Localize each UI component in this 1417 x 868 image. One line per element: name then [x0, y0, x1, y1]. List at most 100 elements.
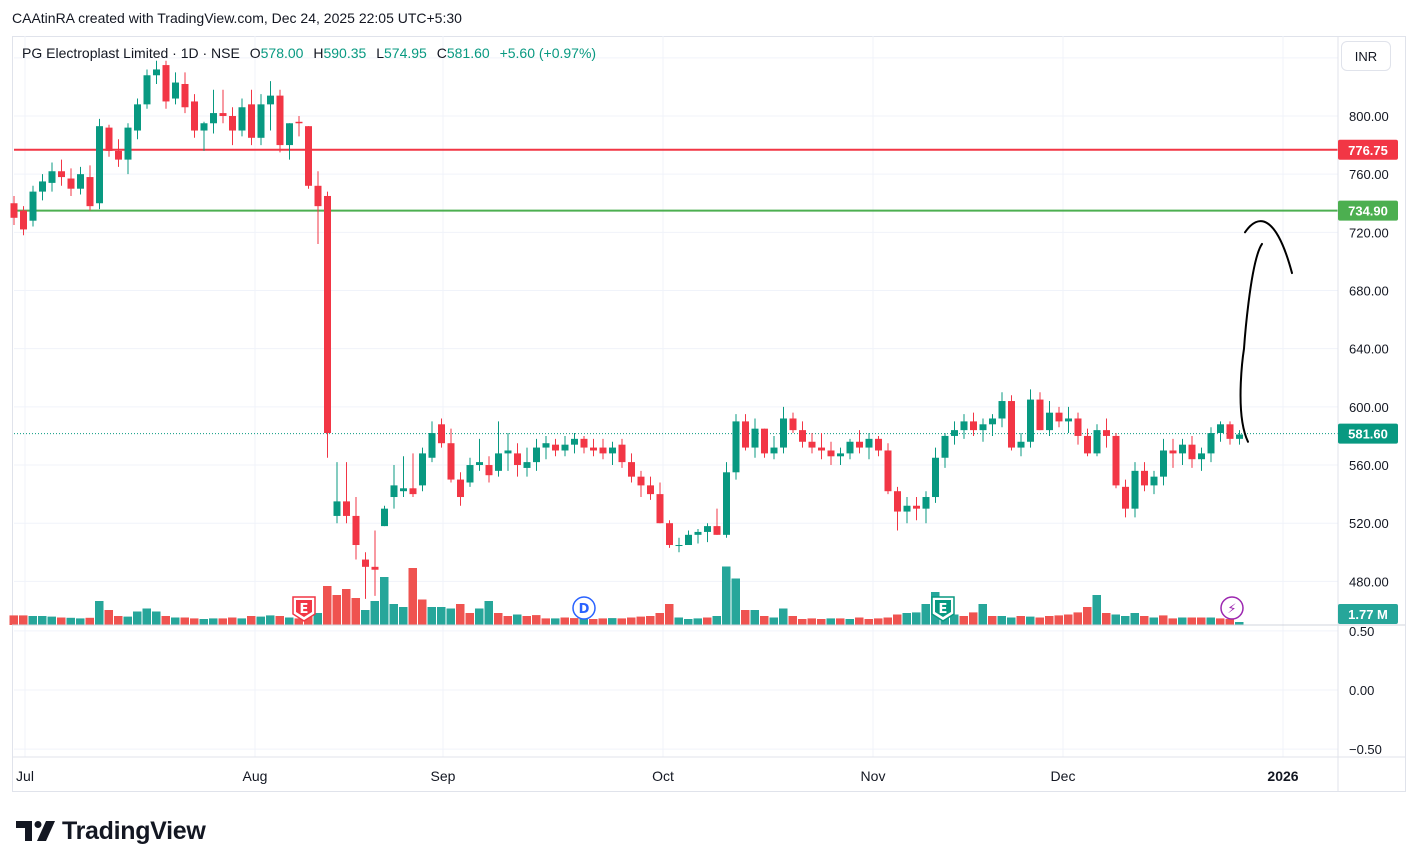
volume-bar — [788, 616, 797, 625]
volume-bar — [551, 618, 560, 625]
candle-body — [248, 104, 255, 138]
candle — [865, 433, 873, 460]
symbol-title[interactable]: PG Electroplast Limited · 1D · NSE — [22, 45, 240, 61]
candle — [10, 195, 18, 226]
volume-bar — [893, 614, 902, 625]
volume-bar — [959, 616, 968, 625]
candle-body — [1055, 412, 1063, 422]
candle-body — [362, 559, 369, 567]
candle-body — [761, 428, 768, 454]
candle — [1055, 406, 1063, 428]
candle-body — [884, 450, 892, 492]
volume-bar — [1225, 619, 1234, 625]
candle — [514, 443, 521, 477]
candle-body — [115, 150, 122, 160]
volume-bar — [399, 607, 408, 625]
candle-body — [571, 438, 578, 445]
volume-bar — [589, 619, 598, 625]
volume-bar — [123, 616, 132, 625]
candle-body — [305, 126, 312, 186]
candle — [1169, 438, 1177, 468]
earnings-event-icon[interactable]: E — [292, 596, 316, 622]
candle-body — [1112, 435, 1120, 486]
candle — [1017, 433, 1025, 457]
candle — [1046, 401, 1053, 436]
drawn-projection-arc — [1239, 220, 1293, 443]
candle — [523, 447, 531, 477]
candle — [314, 171, 322, 244]
volume-bar — [712, 616, 721, 625]
tradingview-logo[interactable]: TradingView — [16, 817, 206, 845]
candle — [286, 123, 293, 160]
volume-bar — [769, 617, 778, 625]
candle-body — [390, 485, 398, 498]
earnings-event-icon[interactable]: E — [931, 596, 955, 622]
volume-label: 1.77 M — [1348, 607, 1388, 622]
volume-bar — [864, 619, 873, 625]
currency-button[interactable]: INR — [1341, 41, 1391, 71]
price-tick-label: 680.00 — [1349, 284, 1389, 299]
candle — [200, 121, 208, 151]
volume-bar — [1026, 616, 1035, 625]
time-tick-label: 2026 — [1267, 768, 1298, 784]
volume-bar — [408, 568, 417, 625]
time-tick-label: Dec — [1051, 768, 1076, 784]
dividend-event-icon[interactable]: D — [572, 596, 596, 620]
candle — [1236, 430, 1243, 445]
candle — [960, 414, 968, 439]
volume-bar — [47, 616, 56, 625]
volume-bar — [66, 617, 75, 625]
volume-bar — [513, 614, 522, 625]
candle-body — [1093, 430, 1101, 454]
candle — [191, 94, 198, 138]
candle-body — [105, 127, 113, 151]
candle-body — [409, 488, 417, 495]
volume-bar — [1073, 612, 1082, 625]
candle — [153, 60, 160, 84]
candle-body — [599, 447, 607, 454]
candle — [1093, 424, 1101, 457]
indicator-tick-label: 0.50 — [1349, 624, 1374, 639]
volume-bar — [199, 619, 208, 625]
open-value: 578.00 — [260, 45, 304, 61]
volume-bar — [684, 619, 693, 625]
candle-body — [704, 526, 711, 532]
candle — [238, 98, 246, 137]
candle — [162, 60, 170, 109]
candle — [20, 206, 27, 236]
candle-body — [257, 104, 265, 138]
candle — [799, 421, 806, 448]
last-price-tag — [1338, 423, 1398, 444]
volume-bar — [1140, 616, 1149, 625]
candle — [48, 162, 56, 192]
volume-bar — [750, 610, 759, 625]
volume-bar — [579, 619, 588, 625]
volume-bar — [256, 616, 265, 625]
candle — [495, 421, 502, 477]
volume-bar — [446, 608, 455, 625]
candle — [1207, 427, 1215, 463]
volume-bar — [171, 617, 180, 625]
candle — [723, 462, 730, 538]
volume-bar — [817, 619, 826, 625]
volume-bar — [627, 617, 636, 625]
volume-bar — [1016, 616, 1025, 625]
volume-bar — [779, 608, 788, 625]
candle-body — [124, 127, 132, 160]
candle — [229, 107, 236, 146]
volume-bar — [1111, 614, 1120, 625]
split-event-icon[interactable]: ⚡ — [1220, 596, 1244, 620]
candle — [922, 491, 930, 524]
volume-bar — [57, 617, 66, 625]
candle — [219, 89, 227, 124]
volume-bar — [855, 617, 864, 625]
volume-bar — [826, 618, 835, 625]
candle-body — [1188, 444, 1196, 460]
candle-body — [504, 450, 512, 454]
candle-body — [637, 476, 645, 486]
candle-body — [457, 479, 464, 498]
candle-body — [1074, 418, 1082, 436]
volume-bar — [342, 589, 351, 625]
candle-body — [1179, 444, 1186, 454]
